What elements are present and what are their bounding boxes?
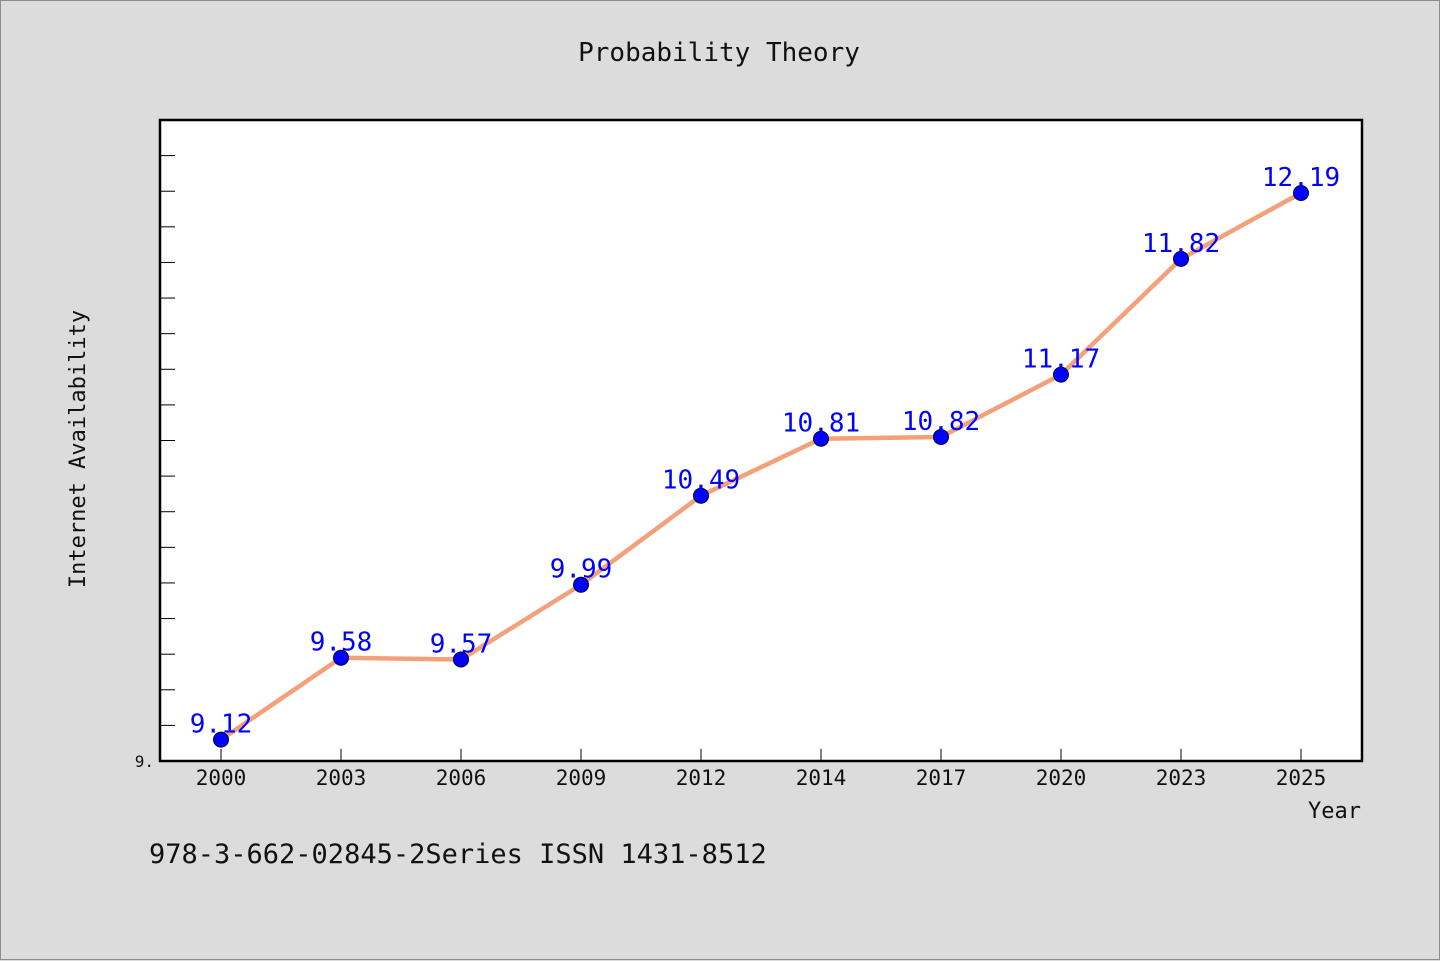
x-tick-label: 2017	[916, 766, 967, 790]
x-tick-label: 2020	[1036, 766, 1087, 790]
x-tick-label: 2012	[676, 766, 727, 790]
y-axis-ticks	[160, 155, 175, 726]
x-tick-label: 2009	[556, 766, 607, 790]
data-point	[813, 430, 829, 447]
plot-area	[158, 118, 1364, 763]
x-tick-label: 2014	[796, 766, 847, 790]
y-tick-label: 9.	[135, 752, 154, 771]
data-label: 9.99	[550, 555, 613, 585]
data-point	[213, 731, 229, 748]
data-point	[333, 649, 349, 666]
data-point	[1293, 185, 1309, 202]
series-group: 9.12 9.58 9.57 9.99 10.49 10.81 10.82 11.17 11.8…	[190, 163, 1340, 748]
x-axis-ticks: 2000 2003 2006 2009 2012 2014 2017 2020 2023 2025	[196, 749, 1327, 790]
x-axis-label: Year	[1308, 799, 1361, 824]
data-point	[1173, 250, 1189, 267]
x-tick-label: 2000	[196, 766, 247, 790]
data-label: 10.49	[662, 466, 740, 496]
x-tick-label: 2003	[316, 766, 367, 790]
data-label: 9.57	[430, 630, 493, 660]
data-label: 10.81	[782, 409, 860, 439]
data-point	[1053, 366, 1069, 383]
x-tick-label: 2025	[1276, 766, 1327, 790]
data-point	[933, 428, 949, 445]
data-point	[573, 576, 589, 593]
data-point	[693, 487, 709, 504]
x-tick-label: 2023	[1156, 766, 1207, 790]
y-axis-label: Internet Availability	[66, 310, 91, 588]
chart-title: Probability Theory	[578, 38, 860, 68]
data-label: 9.12	[190, 710, 253, 740]
data-label: 10.82	[902, 407, 980, 437]
footer-text: 978-3-662-02845-2Series ISSN 1431-8512	[149, 839, 767, 870]
data-label: 12.19	[1262, 163, 1340, 193]
data-label: 11.82	[1142, 229, 1220, 259]
data-point	[453, 651, 469, 668]
data-label: 11.17	[1022, 345, 1100, 375]
x-tick-label: 2006	[436, 766, 487, 790]
series-line	[219, 191, 1303, 742]
data-label: 9.58	[310, 628, 373, 658]
